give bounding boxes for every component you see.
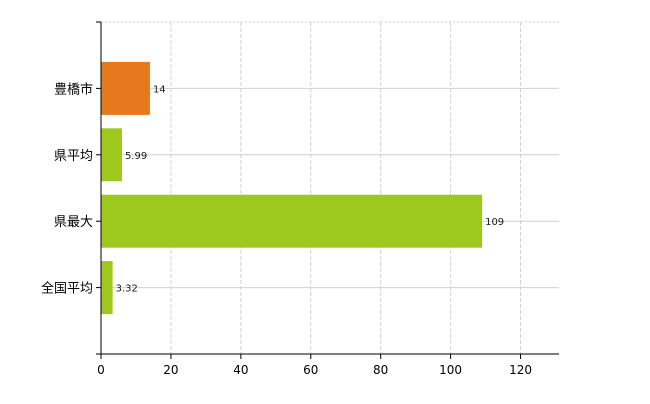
x-tick-label: 0 [97, 363, 105, 377]
data-label: 109 [485, 217, 504, 228]
x-tick-label: 100 [439, 363, 462, 377]
bar [101, 194, 483, 248]
x-tick-label: 20 [163, 363, 178, 377]
x-tick-label: 80 [373, 363, 388, 377]
data-label: 14 [153, 84, 166, 95]
bar [101, 128, 122, 182]
x-tick-label: 40 [233, 363, 248, 377]
data-label: 3.32 [116, 284, 138, 295]
y-tick-label: 全国平均 [41, 281, 93, 297]
y-tick-label: 県平均 [54, 149, 93, 164]
y-tick-label: 県最大 [54, 215, 93, 230]
data-label: 5.99 [125, 151, 147, 162]
y-tick-label: 豊橋市 [54, 81, 93, 97]
x-tick-label: 120 [509, 363, 532, 377]
bar [101, 261, 113, 315]
x-tick-label: 60 [303, 363, 318, 377]
bar [101, 61, 150, 115]
